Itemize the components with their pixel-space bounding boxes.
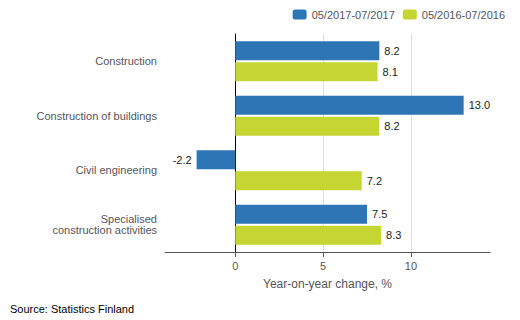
svg-text:0: 0	[232, 260, 238, 272]
svg-text:Construction: Construction	[95, 55, 157, 67]
svg-text:8.1: 8.1	[383, 66, 398, 78]
svg-text:7.5: 7.5	[372, 208, 387, 220]
svg-text:Specialised: Specialised	[100, 213, 157, 226]
svg-text:8.2: 8.2	[384, 45, 399, 57]
svg-text:construction activities: construction activities	[52, 224, 157, 236]
svg-text:Civil engineering: Civil engineering	[76, 164, 157, 176]
svg-text:5: 5	[320, 260, 326, 272]
svg-text:7.2: 7.2	[367, 175, 382, 187]
svg-text:05/2017-07/2017: 05/2017-07/2017	[312, 9, 395, 21]
svg-text:Source: Statistics Finland: Source: Statistics Finland	[10, 303, 134, 315]
svg-text:Year-on-year change, %: Year-on-year change, %	[263, 277, 392, 291]
svg-text:10: 10	[405, 260, 417, 272]
svg-text:Construction of buildings: Construction of buildings	[37, 110, 158, 122]
svg-text:8.2: 8.2	[384, 120, 399, 132]
svg-text:-2.2: -2.2	[173, 154, 192, 166]
svg-text:13.0: 13.0	[469, 99, 490, 111]
svg-text:05/2016-07/2016: 05/2016-07/2016	[422, 9, 505, 21]
svg-text:8.3: 8.3	[386, 229, 401, 241]
